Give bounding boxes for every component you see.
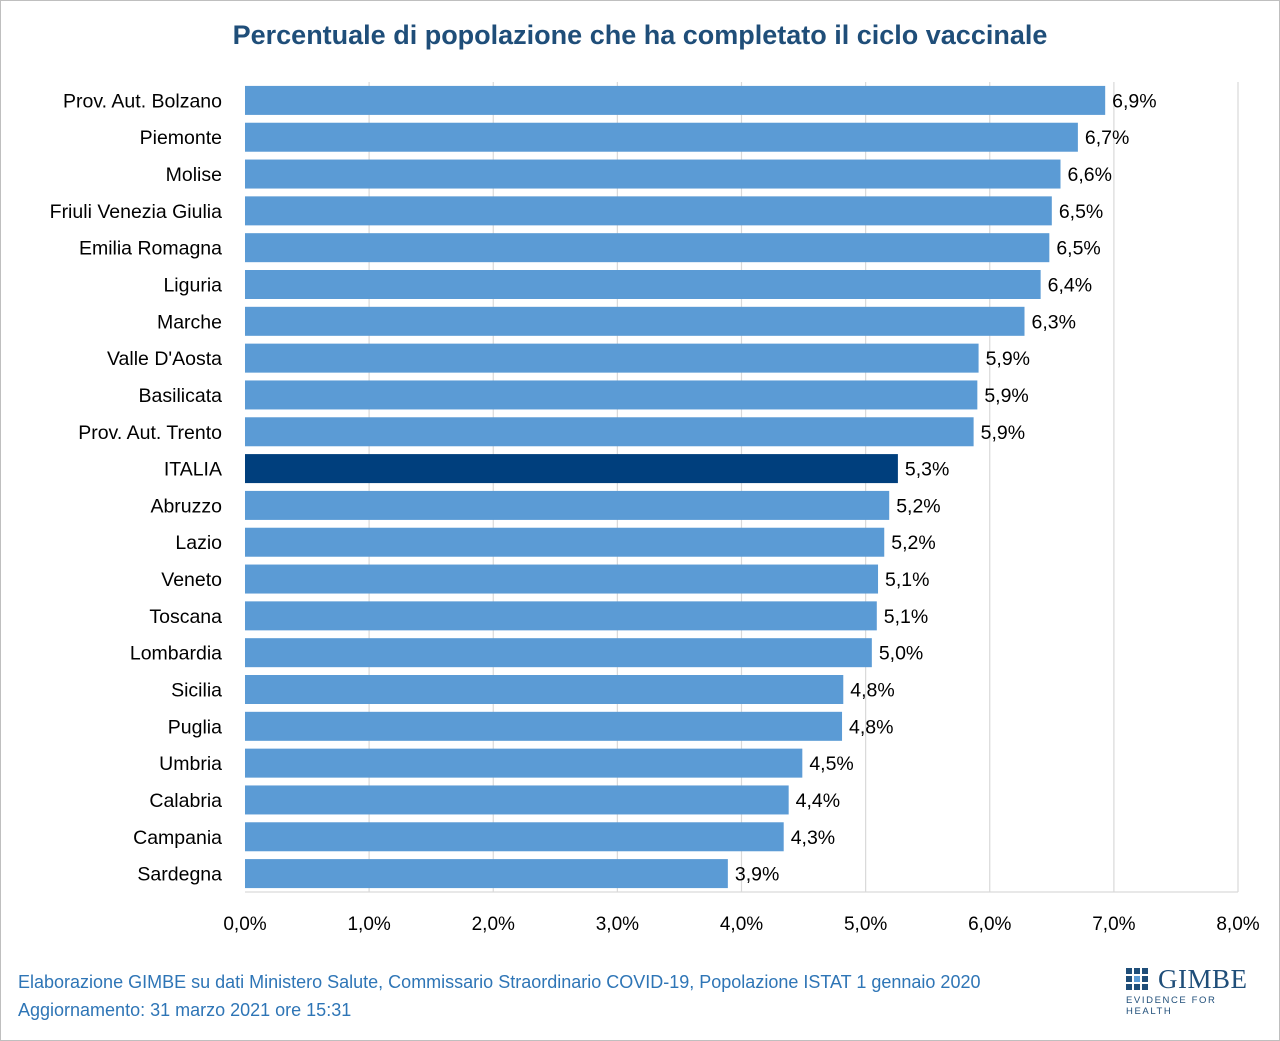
- value-label: 5,2%: [896, 495, 940, 517]
- bar-chart: 0,0% 1,0% 2,0% 3,0% 4,0% 5,0% 6,0% 7,0% 8,0% Prov…: [50, 82, 1260, 935]
- value-label: 4,5%: [809, 753, 853, 775]
- x-tick-label: 8,0%: [1216, 914, 1259, 935]
- bar: [245, 122, 1078, 152]
- category-label: ITALIA: [164, 459, 222, 481]
- bar: [245, 233, 1050, 263]
- category-label: Valle D'Aosta: [107, 348, 222, 370]
- category-label: Lazio: [175, 532, 222, 554]
- category-label: Lombardia: [130, 643, 222, 665]
- bar: [245, 822, 784, 852]
- bar: [245, 711, 843, 741]
- x-tick-label: 2,0%: [472, 914, 515, 935]
- source-note: Elaborazione GIMBE su dati Ministero Sal…: [18, 972, 981, 992]
- x-tick-label: 7,0%: [1092, 914, 1135, 935]
- bar: [245, 270, 1041, 299]
- value-label: 5,0%: [879, 643, 923, 665]
- logo-name: GIMBE: [1158, 964, 1248, 994]
- x-tick-label: 1,0%: [347, 914, 390, 935]
- category-label: Friuli Venezia Giulia: [50, 201, 222, 223]
- value-label: 6,4%: [1048, 275, 1092, 297]
- bar: [245, 454, 898, 484]
- value-label: 6,6%: [1068, 164, 1112, 186]
- category-label: Toscana: [149, 606, 222, 628]
- value-label: 4,8%: [849, 716, 893, 738]
- category-label: Umbria: [159, 753, 222, 775]
- value-label: 3,9%: [735, 864, 779, 886]
- value-label: 6,7%: [1085, 127, 1129, 149]
- category-label: Emilia Romagna: [79, 238, 222, 260]
- x-tick-label: 6,0%: [968, 914, 1011, 935]
- value-label: 5,2%: [891, 532, 935, 554]
- value-label: 4,8%: [850, 680, 894, 702]
- x-tick-label: 4,0%: [720, 914, 763, 935]
- value-label: 5,9%: [984, 385, 1028, 407]
- bar: [245, 675, 844, 704]
- category-label: Abruzzo: [150, 495, 222, 517]
- category-label: Molise: [166, 164, 222, 186]
- bar: [245, 306, 1025, 336]
- category-label: Calabria: [149, 790, 222, 812]
- bar: [245, 343, 979, 373]
- bar: [245, 638, 872, 668]
- category-label: Liguria: [163, 275, 222, 297]
- gimbe-logo: GIMBE EVIDENCE FOR HEALTH: [1124, 964, 1264, 1017]
- x-tick-label: 5,0%: [844, 914, 887, 935]
- category-label: Prov. Aut. Bolzano: [63, 90, 222, 112]
- logo-tagline: EVIDENCE FOR HEALTH: [1126, 995, 1217, 1017]
- bar: [245, 159, 1061, 189]
- category-label: Piemonte: [140, 127, 222, 149]
- bar: [245, 785, 789, 815]
- value-label: 6,9%: [1112, 90, 1156, 112]
- bar: [245, 490, 890, 520]
- bar: [245, 196, 1052, 226]
- category-label: Basilicata: [139, 385, 223, 407]
- x-tick-label: 0,0%: [223, 914, 266, 935]
- update-note: Aggiornamento: 31 marzo 2021 ore 15:31: [18, 1000, 352, 1020]
- bar: [245, 859, 728, 889]
- category-label: Puglia: [168, 716, 222, 738]
- value-label: 4,3%: [791, 827, 835, 849]
- value-label: 6,5%: [1056, 238, 1100, 260]
- x-tick-label: 3,0%: [596, 914, 639, 935]
- category-label: Veneto: [161, 569, 222, 591]
- value-label: 6,3%: [1032, 311, 1076, 333]
- value-label: 5,9%: [986, 348, 1030, 370]
- value-label: 5,9%: [981, 422, 1025, 444]
- value-label: 4,4%: [796, 790, 840, 812]
- chart-title: Percentuale di popolazione che ha comple…: [232, 20, 1048, 50]
- value-label: 5,3%: [905, 459, 949, 481]
- category-label: Sicilia: [171, 680, 222, 702]
- category-label: Prov. Aut. Trento: [78, 422, 222, 444]
- bar: [245, 380, 978, 410]
- bar: [245, 564, 879, 594]
- category-label: Marche: [157, 311, 222, 333]
- bar: [245, 85, 1106, 115]
- logo-mark-icon: [1126, 968, 1148, 990]
- value-label: 6,5%: [1059, 201, 1103, 223]
- category-label: Campania: [133, 827, 222, 849]
- bar: [245, 601, 877, 631]
- category-label: Sardegna: [137, 864, 222, 886]
- value-label: 5,1%: [885, 569, 929, 591]
- value-label: 5,1%: [884, 606, 928, 628]
- bar: [245, 417, 974, 447]
- bar: [245, 527, 885, 557]
- bar: [245, 748, 803, 778]
